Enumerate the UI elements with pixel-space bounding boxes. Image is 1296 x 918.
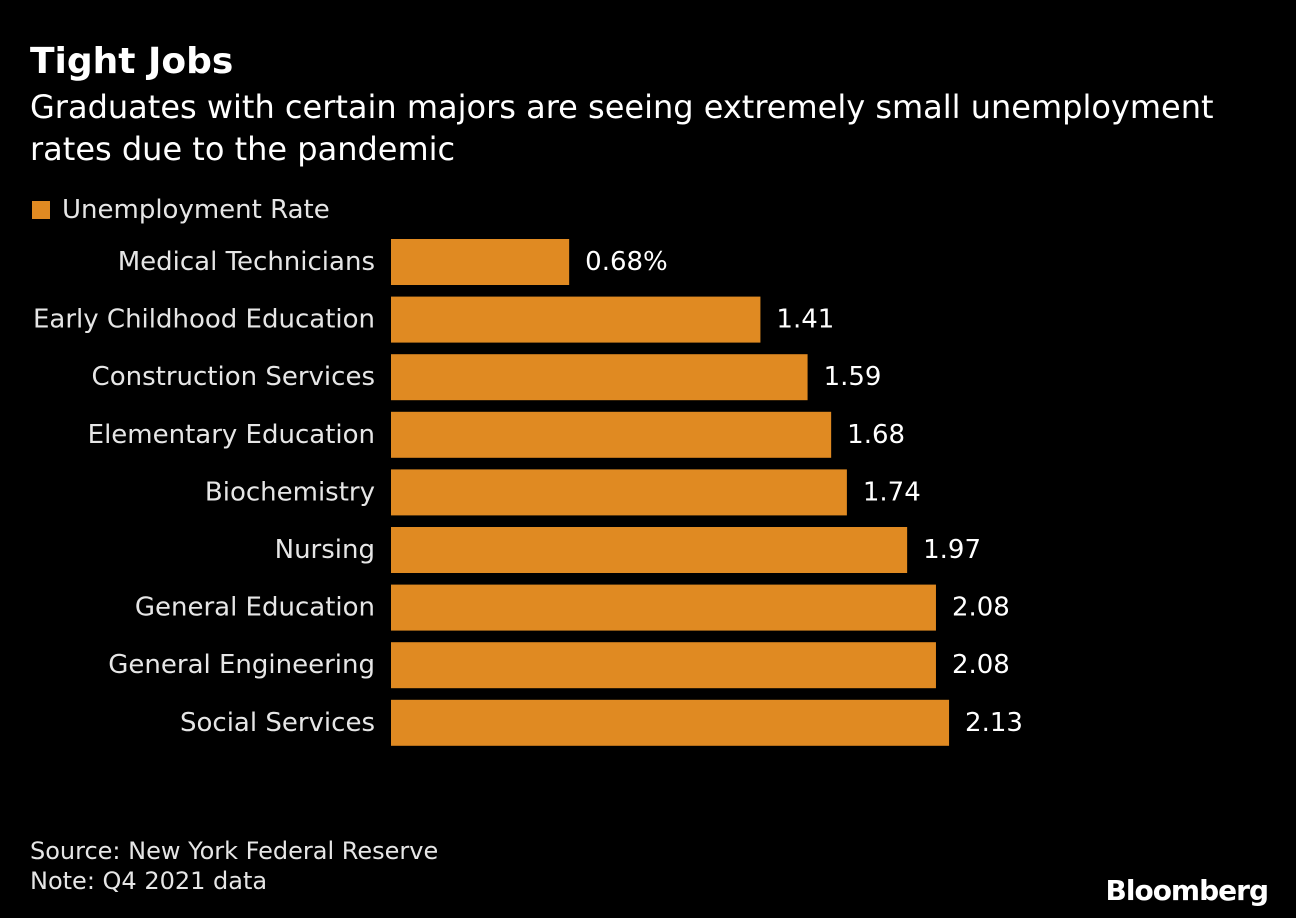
category-label: Nursing	[275, 535, 375, 565]
value-label: 2.08	[952, 650, 1010, 680]
bar-elementary-education	[391, 411, 832, 458]
value-label: 1.41	[776, 305, 834, 335]
category-label: Construction Services	[92, 362, 375, 392]
data-note: Note: Q4 2021 data	[30, 867, 268, 895]
value-label: 1.74	[863, 477, 921, 507]
bloomberg-logo: Bloomberg	[1105, 874, 1269, 907]
bar-medical-technicians	[391, 239, 570, 285]
value-label: 2.08	[952, 593, 1010, 623]
value-label: 0.68%	[585, 247, 668, 277]
category-label: General Education	[135, 593, 375, 623]
category-label: Medical Technicians	[118, 247, 375, 277]
category-label: General Engineering	[108, 650, 375, 680]
value-label: 1.59	[824, 362, 882, 392]
bar-general-education	[391, 584, 936, 631]
source-note: Source: New York Federal Reserve	[30, 837, 439, 865]
category-label: Early Childhood Education	[33, 305, 375, 335]
value-label: 2.13	[965, 708, 1023, 738]
legend-label: Unemployment Rate	[62, 195, 330, 225]
value-label: 1.97	[923, 535, 981, 565]
category-label: Biochemistry	[205, 477, 375, 507]
bar-biochemistry	[391, 469, 847, 516]
legend-swatch	[32, 201, 50, 219]
chart-title: Tight Jobs	[30, 41, 234, 82]
chart-subtitle: Graduates with certain majors are seeing…	[30, 88, 1214, 168]
bar-early-childhood-education	[391, 296, 761, 343]
bar-social-services	[391, 699, 950, 746]
category-label: Elementary Education	[88, 420, 375, 450]
bar-nursing	[391, 527, 908, 573]
category-label: Social Services	[180, 708, 375, 738]
bar-construction-services	[391, 354, 808, 401]
legend: Unemployment Rate	[32, 194, 330, 226]
bar-general-engineering	[391, 642, 936, 689]
value-label: 1.68	[847, 420, 905, 450]
